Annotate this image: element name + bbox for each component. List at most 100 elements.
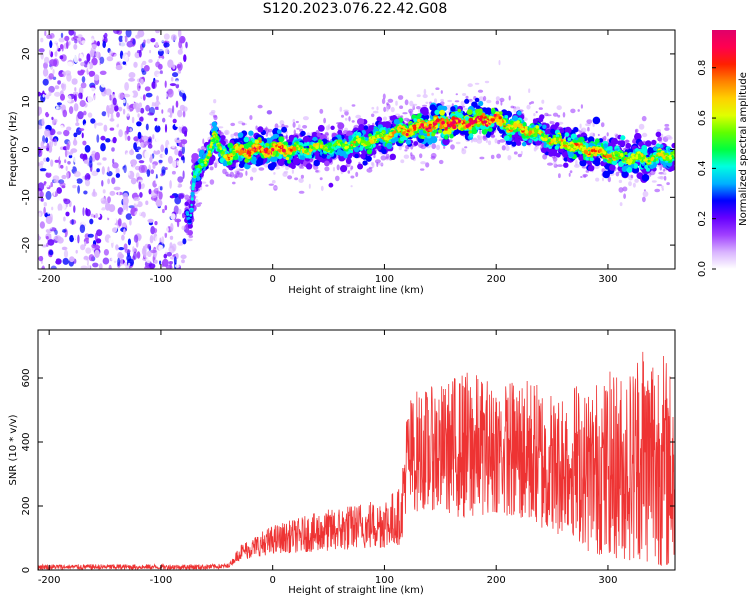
noise-mark	[98, 202, 103, 209]
ridge-halo-mark	[443, 145, 446, 149]
ridge-halo-mark	[350, 185, 353, 188]
noise-mark	[40, 141, 45, 149]
ridge-halo-mark	[474, 82, 480, 85]
noise-mark	[140, 78, 144, 85]
noise-mark	[52, 69, 55, 75]
noise-mark	[172, 181, 178, 189]
noise-mark	[123, 93, 131, 98]
noise-mark	[177, 30, 182, 38]
noise-mark	[68, 30, 74, 36]
ridge-mark	[365, 155, 372, 162]
noise-mark	[64, 149, 68, 158]
ridge-mark	[486, 130, 492, 136]
noise-mark	[50, 182, 53, 188]
ridge-mark	[421, 106, 429, 115]
noise-mark	[156, 118, 160, 127]
noise-mark	[94, 144, 98, 153]
noise-mark	[169, 242, 173, 249]
noise-mark	[73, 103, 79, 112]
noise-mark	[147, 143, 153, 149]
noise-mark	[45, 190, 52, 200]
ridge-halo-mark	[484, 80, 490, 84]
noise-mark	[54, 235, 62, 242]
ridge-halo-mark	[552, 112, 559, 117]
ridge-halo-mark	[602, 177, 604, 182]
noise-mark	[115, 244, 119, 251]
noise-mark	[66, 171, 69, 180]
ridge-halo-mark	[450, 144, 455, 150]
noise-mark	[90, 213, 95, 218]
ridge-halo-mark	[300, 174, 304, 179]
noise-mark	[91, 57, 98, 66]
noise-mark	[38, 142, 41, 147]
ridge-halo-mark	[526, 104, 531, 110]
ridge-halo-mark	[236, 168, 243, 171]
ridge-halo-mark	[580, 176, 583, 178]
ridge-halo-mark	[435, 87, 440, 90]
noise-mark	[160, 92, 168, 99]
noise-mark	[132, 38, 136, 45]
ridge-mark	[195, 182, 202, 189]
ridge-halo-mark	[659, 175, 664, 180]
noise-mark	[95, 238, 102, 244]
noise-mark	[129, 128, 132, 132]
ridge-halo-mark	[641, 132, 648, 138]
noise-mark	[158, 191, 163, 200]
noise-mark	[182, 106, 188, 112]
noise-mark	[64, 159, 67, 164]
ridge-mark	[411, 114, 417, 120]
noise-mark	[132, 246, 135, 253]
noise-mark	[103, 124, 108, 132]
noise-mark	[163, 33, 170, 40]
ridge-halo-mark	[385, 156, 389, 160]
ridge-mark	[466, 109, 473, 116]
noise-mark	[48, 73, 54, 80]
noise-mark	[45, 171, 52, 178]
ridge-halo-mark	[214, 162, 218, 169]
noise-mark	[68, 154, 73, 159]
noise-mark	[123, 228, 126, 235]
noise-mark	[62, 257, 69, 265]
noise-mark	[167, 59, 174, 68]
noise-mark	[165, 176, 168, 185]
ridge-halo-mark	[397, 95, 404, 100]
noise-mark	[38, 182, 45, 191]
ridge-halo-mark	[570, 108, 576, 114]
noise-mark	[54, 50, 58, 57]
noise-mark	[140, 107, 145, 114]
noise-mark	[99, 263, 103, 269]
noise-mark	[174, 39, 179, 47]
noise-mark	[39, 191, 44, 198]
noise-mark	[122, 36, 126, 42]
ridge-halo-mark	[440, 98, 444, 102]
noise-mark	[130, 177, 137, 185]
noise-mark	[42, 94, 45, 98]
ridge-mark	[300, 130, 306, 137]
noise-mark	[181, 145, 185, 155]
ridge-halo-mark	[408, 108, 414, 114]
noise-mark	[156, 95, 159, 102]
ridge-mark	[655, 131, 662, 138]
noise-mark	[139, 216, 143, 223]
ridge-halo-mark	[323, 117, 326, 124]
noise-mark	[48, 85, 55, 93]
ridge-halo-mark	[595, 177, 600, 182]
noise-mark	[68, 151, 74, 155]
noise-mark	[62, 109, 68, 118]
noise-mark	[127, 50, 131, 57]
ridge-halo-mark	[562, 112, 566, 118]
noise-mark	[141, 247, 147, 256]
noise-mark	[153, 79, 160, 83]
ridge-mark	[457, 113, 464, 119]
noise-mark	[159, 226, 165, 235]
ridge-halo-mark	[483, 95, 487, 102]
noise-mark	[58, 37, 65, 43]
ridge-mark	[305, 163, 313, 170]
ridge-mark	[233, 138, 240, 144]
ridge-halo-mark	[282, 172, 288, 177]
noise-mark	[86, 53, 91, 62]
ridge-mark	[443, 135, 449, 140]
noise-mark	[40, 197, 44, 202]
noise-mark	[79, 224, 86, 233]
noise-mark	[89, 155, 93, 164]
